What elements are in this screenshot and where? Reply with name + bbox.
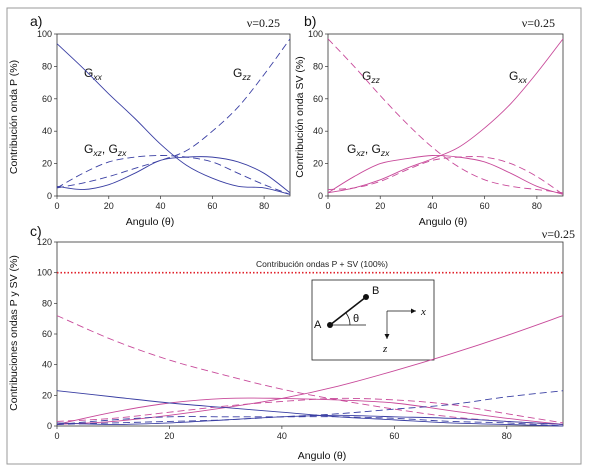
panel-b-xtick-label-0: 0 [325, 201, 330, 211]
panel-a-series-2 [56, 38, 291, 189]
panel-a-ytick-label-60: 60 [42, 94, 52, 104]
panel-b-ytick-label-40: 40 [313, 126, 323, 136]
panel-a-ylabel: Contribución onda P (%) [8, 60, 20, 174]
panel-c-plot-frame [56, 241, 564, 427]
panel-a-series-4 [56, 156, 291, 194]
panel-b-series-1 [327, 38, 564, 194]
panel-c-reference-label: Contribución ondas P + SV (100%) [256, 259, 388, 269]
panel-b-xlabel: Angulo (θ) [419, 216, 467, 228]
panel-c-xtick-label-80: 80 [502, 431, 512, 441]
panel-a-xtick-label-0: 0 [54, 201, 59, 211]
panel-b-xtick-label-40: 40 [427, 201, 437, 211]
panel-b: b) ν=0.25 Angulo (θ) Contribución onda S… [294, 13, 564, 228]
panel-c-series-8 [56, 414, 564, 425]
panel-c-series-1 [56, 315, 564, 425]
panel-a-ytick-label-40: 40 [42, 126, 52, 136]
panel-b-xtick-label-20: 20 [375, 201, 385, 211]
panel-a-annot-gxz-gzx: Gxz, Gzx [84, 142, 127, 158]
panel-b-series-2 [327, 38, 564, 194]
panel-c-ylabel: Contribuciones ondas P y SV (%) [8, 255, 20, 411]
figure-border [6, 7, 582, 465]
panel-b-annot-gxz-gzx: Gxz, Gzx [347, 142, 390, 158]
panel-c-ytick-label-0: 0 [47, 421, 52, 431]
inset-label-b: B [372, 285, 379, 297]
inset-z-arrowhead [384, 334, 390, 339]
inset-sketch: A B θ x z [311, 279, 435, 361]
panel-a-ytick-label-20: 20 [42, 159, 52, 169]
panel-a-plot-frame [56, 33, 291, 197]
panel-a-xlabel: Angulo (θ) [126, 216, 174, 228]
panel-c-ytick-label-40: 40 [42, 360, 52, 370]
inset-segment-ab [329, 296, 367, 326]
panel-b-xtick-label-80: 80 [532, 201, 542, 211]
inset-angle-arc [345, 312, 351, 326]
panel-a-xtick-label-60: 60 [207, 201, 217, 211]
panel-c-xtick-label-60: 60 [389, 431, 399, 441]
panel-b-series-4 [327, 156, 564, 195]
panel-c-series-4 [56, 397, 564, 424]
panel-b-ytick-label-60: 60 [313, 94, 323, 104]
panel-a: a) ν=0.25 Angulo (θ) Contribución onda P… [8, 13, 291, 228]
panel-b-ytick-label-80: 80 [313, 61, 323, 71]
panel-b-ytick-label-20: 20 [313, 159, 323, 169]
panel-a-ytick-label-0: 0 [47, 191, 52, 201]
panel-b-xtick-label-60: 60 [480, 201, 490, 211]
panel-a-label: a) [30, 13, 42, 29]
inset-label-a: A [314, 319, 322, 331]
panel-c-series-5 [56, 390, 564, 427]
panel-a-annot-gxx: Gxx [84, 66, 103, 82]
panel-b-series-3 [327, 154, 564, 195]
panel-b-annot-gzz: Gzz [362, 69, 381, 85]
panel-a-nu-label: ν=0.25 [247, 16, 280, 30]
panel-a-series-3 [56, 155, 291, 195]
panel-a-xtick-label-20: 20 [104, 201, 114, 211]
panel-b-nu-label: ν=0.25 [522, 16, 555, 30]
panel-c-ytick-label-80: 80 [42, 298, 52, 308]
panel-c-xtick-label-40: 40 [277, 431, 287, 441]
inset-point-b [363, 294, 369, 300]
inset-label-z: z [382, 343, 388, 355]
panel-c-ytick-label-20: 20 [42, 390, 52, 400]
panel-c: c) ν=0.25 Angulo (θ) Contribuciones onda… [8, 223, 575, 462]
inset-x-arrowhead [411, 308, 416, 314]
panel-c-ytick-label-100: 100 [37, 268, 52, 278]
panel-b-ylabel: Contribución onda SV (%) [294, 56, 306, 177]
panel-c-xlabel: Angulo (θ) [298, 450, 346, 462]
panel-c-ytick-label-120: 120 [37, 237, 52, 247]
inset-label-x: x [420, 306, 426, 318]
inset-box [311, 279, 435, 361]
panel-a-ytick-label-80: 80 [42, 61, 52, 71]
panel-b-ytick-label-100: 100 [308, 29, 323, 39]
panel-c-xtick-label-20: 20 [164, 431, 174, 441]
panel-c-nu-label: ν=0.25 [542, 227, 575, 241]
inset-label-theta: θ [353, 313, 359, 325]
panel-c-xtick-label-0: 0 [54, 431, 59, 441]
panel-a-annot-gzz: Gzz [233, 66, 252, 82]
panel-b-ytick-label-0: 0 [318, 191, 323, 201]
panel-b-annot-gxx: Gxx [509, 69, 528, 85]
panel-c-series-3 [56, 397, 564, 425]
panel-c-series-7 [56, 416, 564, 427]
panel-c-ytick-label-60: 60 [42, 329, 52, 339]
panel-a-ytick-label-100: 100 [37, 29, 52, 39]
panel-a-xtick-label-40: 40 [156, 201, 166, 211]
panel-c-series-2 [56, 315, 564, 425]
panel-b-plot-frame [327, 33, 564, 197]
panel-b-label: b) [304, 13, 316, 29]
inset-point-a [327, 322, 333, 328]
panel-a-xtick-label-80: 80 [259, 201, 269, 211]
panel-c-label: c) [30, 223, 42, 239]
